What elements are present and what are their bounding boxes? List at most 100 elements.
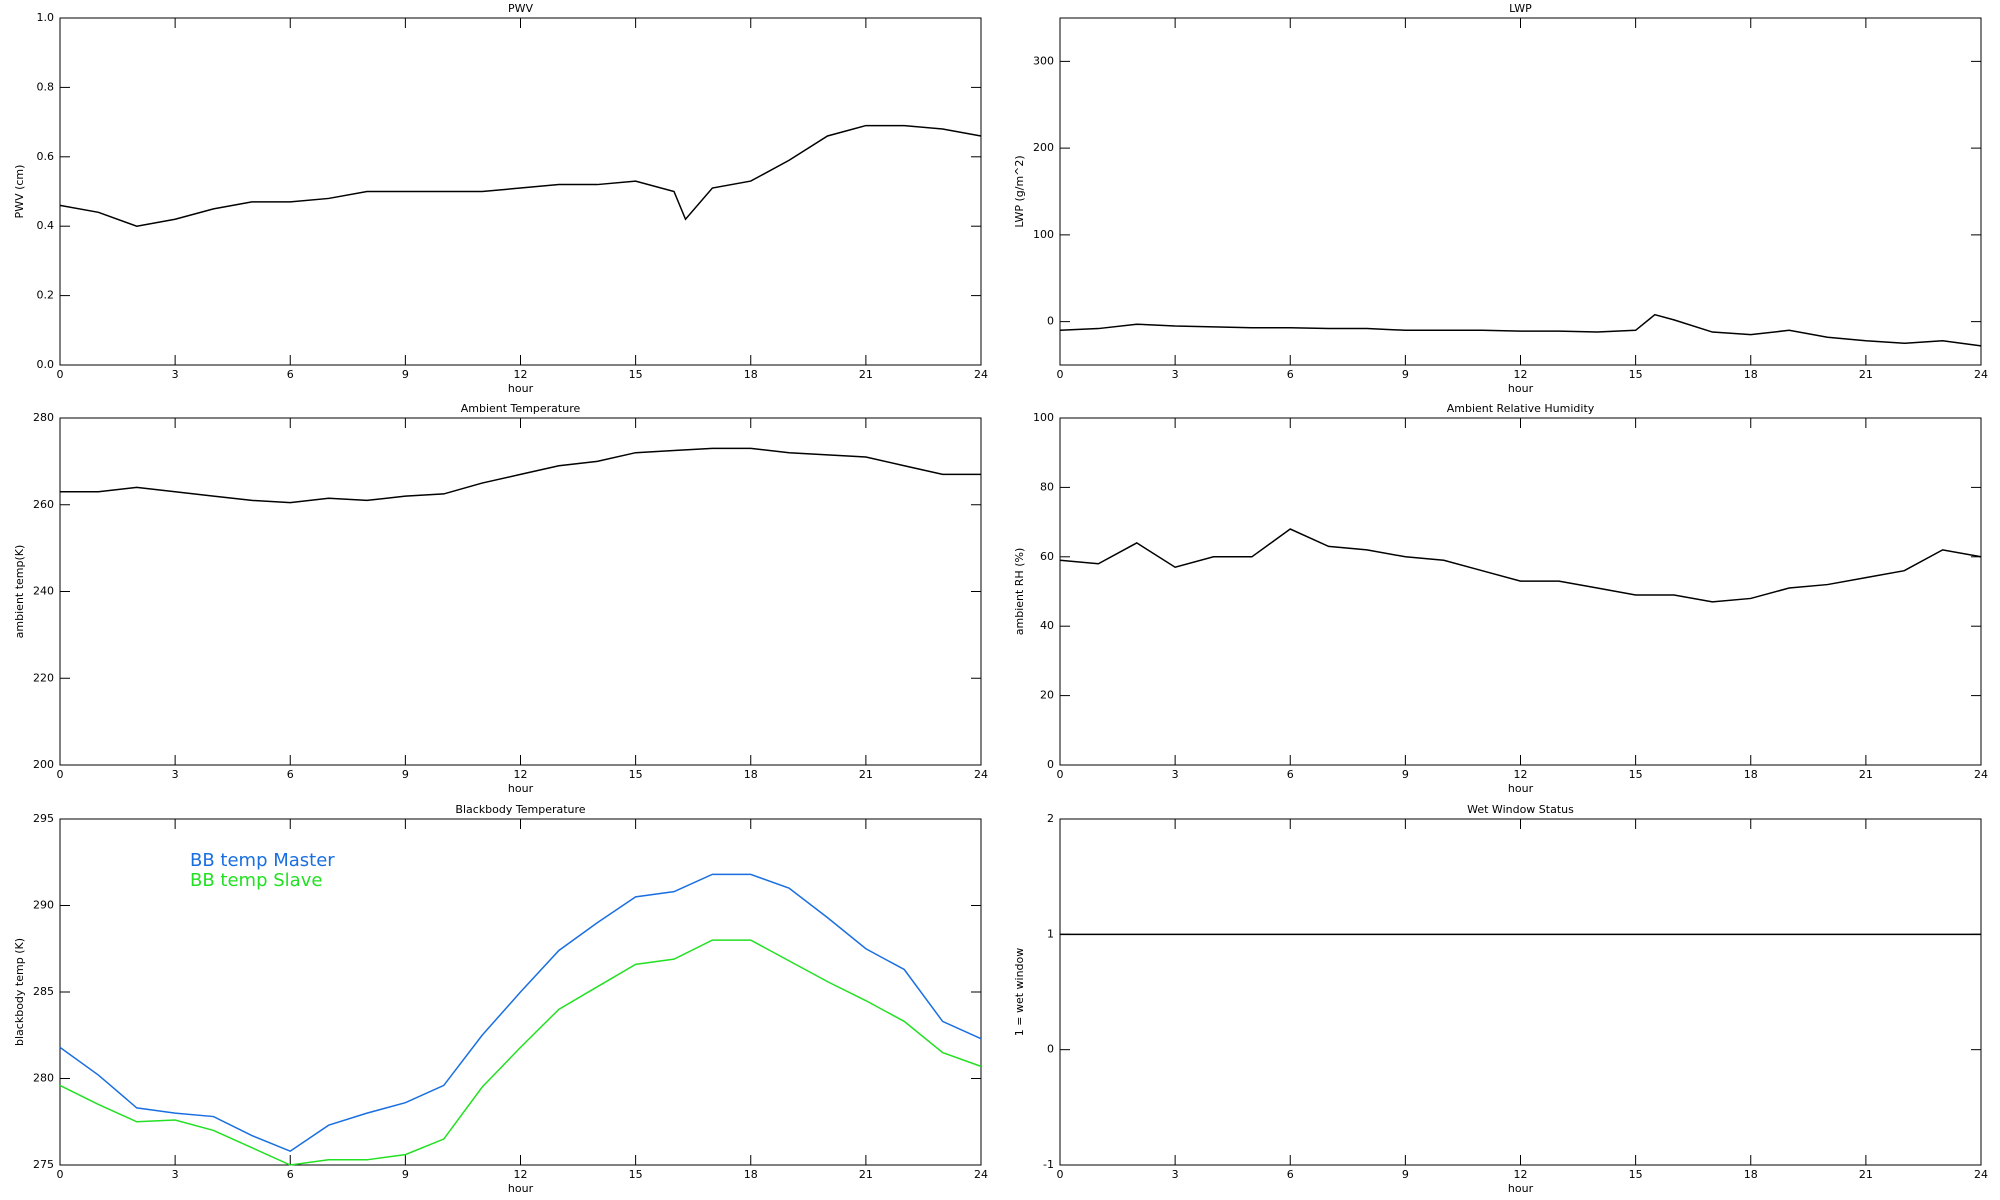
data-line xyxy=(59,124,982,227)
x-tick-label: 0 xyxy=(57,768,64,781)
x-axis-label: hour xyxy=(508,782,534,795)
x-tick-label: 3 xyxy=(172,368,179,381)
y-tick-label: 1 xyxy=(1047,927,1054,940)
y-tick-label: 40 xyxy=(1040,619,1054,632)
x-tick-label: 6 xyxy=(287,1168,294,1181)
x-tick-label: 3 xyxy=(172,768,179,781)
y-axis-label: blackbody temp (K) xyxy=(13,938,26,1046)
x-tick-label: 21 xyxy=(859,1168,873,1181)
x-tick-label: 9 xyxy=(402,768,409,781)
x-tick-label: 0 xyxy=(1057,368,1064,381)
x-tick-label: 15 xyxy=(629,1168,643,1181)
y-tick-label: 240 xyxy=(33,585,54,598)
x-tick-label: 18 xyxy=(744,368,758,381)
x-tick-label: 0 xyxy=(1057,1168,1064,1181)
chart-title: LWP xyxy=(1509,2,1532,15)
y-axis-label: ambient RH (%) xyxy=(1013,548,1026,636)
x-tick-label: 24 xyxy=(974,368,988,381)
y-tick-label: 60 xyxy=(1040,550,1054,563)
x-tick-label: 24 xyxy=(1974,768,1988,781)
x-axis-label: hour xyxy=(1508,1182,1534,1195)
x-tick-label: 12 xyxy=(1514,768,1528,781)
x-tick-label: 0 xyxy=(1057,768,1064,781)
x-tick-label: 21 xyxy=(859,768,873,781)
plot-frame xyxy=(1059,17,1982,366)
x-tick-label: 24 xyxy=(1974,368,1988,381)
x-tick-label: 9 xyxy=(1402,1168,1409,1181)
x-tick-label: 21 xyxy=(859,368,873,381)
y-tick-label: 0.2 xyxy=(37,289,55,302)
x-tick-label: 6 xyxy=(1287,768,1294,781)
x-tick-label: 3 xyxy=(1172,1168,1179,1181)
x-tick-label: 12 xyxy=(1514,1168,1528,1181)
data-line xyxy=(60,447,981,504)
x-tick-label: 12 xyxy=(514,768,528,781)
y-tick-label: 280 xyxy=(33,411,54,424)
x-tick-label: 6 xyxy=(1287,368,1294,381)
x-tick-label: 3 xyxy=(1172,768,1179,781)
x-tick-label: 21 xyxy=(1859,1168,1873,1181)
x-tick-label: 24 xyxy=(974,768,988,781)
x-tick-label: 15 xyxy=(629,368,643,381)
x-tick-label: 12 xyxy=(1514,368,1528,381)
y-tick-label: -1 xyxy=(1043,1158,1054,1171)
x-axis-label: hour xyxy=(1508,382,1534,395)
plot-frame xyxy=(1059,818,1982,1166)
y-tick-label: 2 xyxy=(1047,812,1054,825)
y-tick-label: 80 xyxy=(1040,480,1054,493)
y-tick-label: 0.0 xyxy=(37,358,55,371)
x-tick-label: 24 xyxy=(1974,1168,1988,1181)
y-tick-label: 0.6 xyxy=(37,150,55,163)
x-tick-label: 15 xyxy=(629,768,643,781)
plot-frame xyxy=(1059,417,1982,766)
x-tick-label: 18 xyxy=(744,1168,758,1181)
x-tick-label: 6 xyxy=(287,768,294,781)
y-tick-label: 0.4 xyxy=(37,219,55,232)
y-tick-label: 20 xyxy=(1040,689,1054,702)
y-tick-label: 0 xyxy=(1047,758,1054,771)
data-line xyxy=(59,939,982,1166)
x-tick-label: 24 xyxy=(974,1168,988,1181)
chart-title: Ambient Relative Humidity xyxy=(1447,402,1595,415)
x-tick-label: 9 xyxy=(1402,768,1409,781)
x-tick-label: 21 xyxy=(1859,368,1873,381)
y-tick-label: 200 xyxy=(33,758,54,771)
x-tick-label: 12 xyxy=(514,1168,528,1181)
x-tick-label: 15 xyxy=(1629,368,1643,381)
legend-entry: BB temp Master xyxy=(190,850,335,871)
y-tick-label: 0 xyxy=(1047,315,1054,328)
x-axis-label: hour xyxy=(508,1182,534,1195)
chart-title: Wet Window Status xyxy=(1467,803,1574,816)
data-line xyxy=(59,873,982,1153)
y-tick-label: 290 xyxy=(33,899,54,912)
x-tick-label: 6 xyxy=(1287,1168,1294,1181)
y-axis-label: 1 = wet window xyxy=(1013,948,1026,1037)
y-tick-label: 220 xyxy=(33,671,54,684)
x-tick-label: 21 xyxy=(1859,768,1873,781)
y-tick-label: 260 xyxy=(33,498,54,511)
y-axis-label: ambient temp(K) xyxy=(13,545,26,639)
y-axis-label: LWP (g/m^2) xyxy=(1013,155,1026,227)
x-tick-label: 18 xyxy=(744,768,758,781)
y-axis-label: PWV (cm) xyxy=(13,165,26,219)
data-line xyxy=(1059,528,1982,603)
data-line xyxy=(1059,313,1982,347)
x-tick-label: 9 xyxy=(402,368,409,381)
x-tick-label: 3 xyxy=(1172,368,1179,381)
x-tick-label: 15 xyxy=(1629,1168,1643,1181)
x-tick-label: 0 xyxy=(57,1168,64,1181)
x-tick-label: 6 xyxy=(287,368,294,381)
x-tick-label: 18 xyxy=(1744,368,1758,381)
x-tick-label: 9 xyxy=(1402,368,1409,381)
chart-title: PWV xyxy=(508,2,534,15)
y-tick-label: 295 xyxy=(33,812,54,825)
y-tick-label: 275 xyxy=(33,1158,54,1171)
y-tick-label: 100 xyxy=(1033,228,1054,241)
x-axis-label: hour xyxy=(508,382,534,395)
y-tick-label: 0 xyxy=(1047,1043,1054,1056)
x-tick-label: 18 xyxy=(1744,1168,1758,1181)
y-tick-label: 285 xyxy=(33,985,54,998)
plot-frame xyxy=(59,417,982,766)
x-tick-label: 18 xyxy=(1744,768,1758,781)
